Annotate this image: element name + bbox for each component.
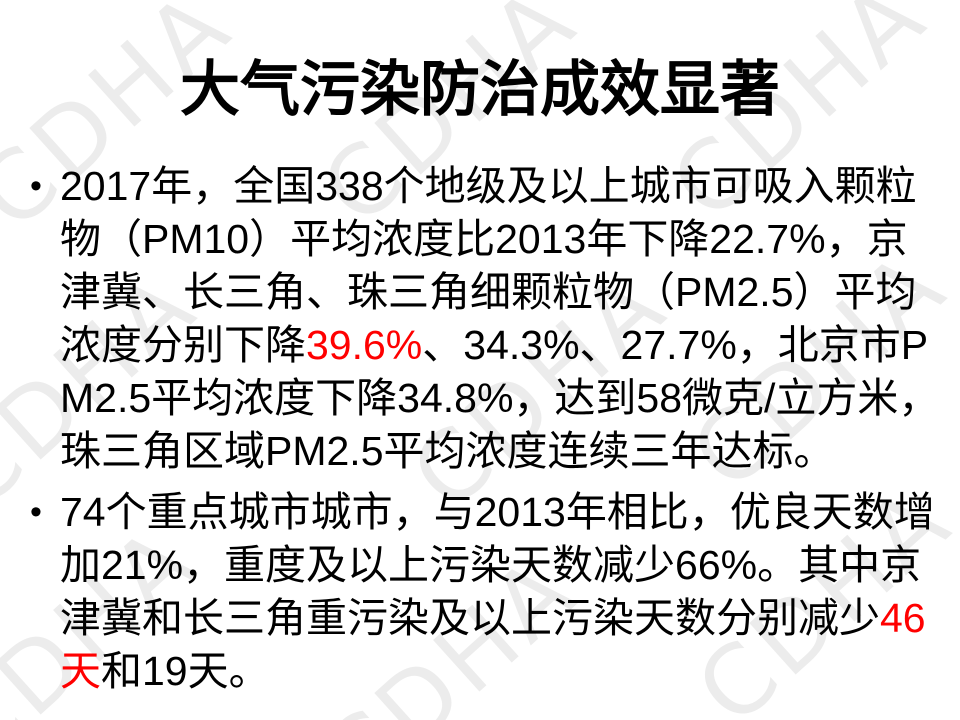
- text-segment: 、34.3%、27.7%，北京市PM2.5平均浓度下降34.8%，达到58微克/…: [60, 322, 940, 474]
- highlighted-text: 46天: [60, 595, 926, 694]
- slide-body: • 2017年，全国338个地级及以上城市可吸入颗粒物（PM10）平均浓度比20…: [28, 160, 940, 706]
- bullet-item: • 74个重点城市城市，与2013年相比，优良天数增加21%，重度及以上污染天数…: [28, 486, 940, 698]
- text-segment: 和19天。: [101, 648, 270, 694]
- slide-title: 大气污染防治成效显著: [180, 56, 780, 123]
- bullet-item: • 2017年，全国338个地级及以上城市可吸入颗粒物（PM10）平均浓度比20…: [28, 160, 940, 478]
- text-segment: 74个重点城市城市，与2013年相比，优良天数增加21%，重度及以上污染天数减少…: [60, 489, 935, 641]
- highlighted-text: 39.6%: [306, 322, 423, 368]
- bullet-marker: •: [30, 167, 42, 205]
- text-segment: 2017年，全国338个地级及以上城市可吸入颗粒物（PM10）平均浓度比2013…: [60, 163, 917, 368]
- bullet-marker: •: [30, 493, 42, 531]
- bullet-text: 74个重点城市城市，与2013年相比，优良天数增加21%，重度及以上污染天数减少…: [60, 486, 940, 698]
- bullet-text: 2017年，全国338个地级及以上城市可吸入颗粒物（PM10）平均浓度比2013…: [60, 160, 940, 478]
